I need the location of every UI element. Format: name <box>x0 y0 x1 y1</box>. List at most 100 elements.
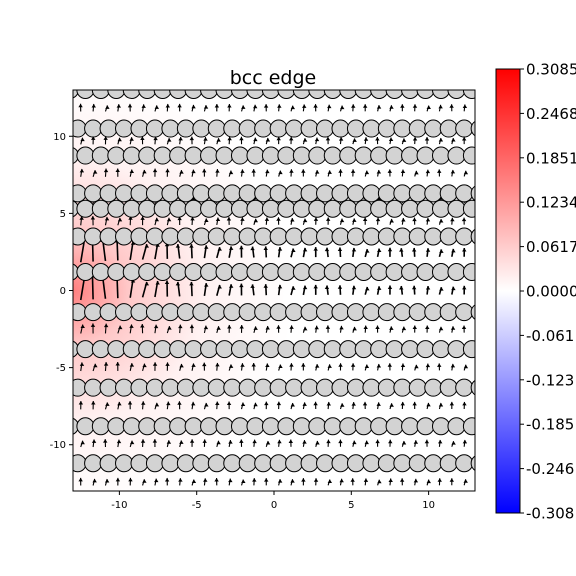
arrow-head <box>144 281 150 286</box>
atom <box>246 417 265 436</box>
atom <box>339 199 358 218</box>
atom <box>470 120 475 137</box>
atom <box>300 119 319 138</box>
arrow-head <box>290 403 295 407</box>
atom <box>424 227 443 246</box>
y-tick-label: 10 <box>53 132 66 143</box>
arrow-head <box>289 363 294 367</box>
colorbar-tick-label: -0.246 <box>526 460 574 478</box>
arrow-head <box>375 439 380 444</box>
arrow-head <box>251 169 256 173</box>
arrow-head <box>265 169 270 174</box>
arrow-head <box>462 248 467 252</box>
atom <box>99 227 118 246</box>
arrow-head <box>155 281 160 285</box>
arrow-head <box>190 216 195 221</box>
atom <box>192 454 211 473</box>
atom <box>377 303 396 322</box>
atom <box>238 119 257 138</box>
arrow-head <box>152 168 158 173</box>
atom <box>393 227 412 246</box>
arrow-head <box>239 325 244 329</box>
atom <box>439 119 458 138</box>
arrow-head <box>363 325 368 330</box>
atom <box>377 378 396 397</box>
atom <box>176 378 195 397</box>
atom <box>115 303 134 322</box>
atom <box>331 119 350 138</box>
arrow-head <box>327 104 332 109</box>
atom <box>145 184 164 203</box>
arrow-head <box>324 247 330 252</box>
arrow-head <box>339 325 344 330</box>
atom <box>462 262 475 281</box>
arrow-head <box>450 326 456 330</box>
y-tick-label: -10 <box>50 440 66 451</box>
arrow-head <box>276 401 282 406</box>
arrow-head <box>152 362 158 366</box>
atom <box>285 454 304 473</box>
arrow-head <box>189 439 195 443</box>
y-axis: 10 5 0 -5 -10 <box>50 132 73 451</box>
atom <box>76 262 95 281</box>
arrow-head <box>78 103 83 108</box>
arrow-head <box>289 325 294 329</box>
atom <box>169 417 188 436</box>
atom <box>401 417 420 436</box>
arrow-head <box>116 439 122 444</box>
atom <box>285 303 304 322</box>
arrow-head <box>290 105 296 110</box>
arrow-head <box>277 439 282 444</box>
atom <box>254 378 273 397</box>
arrow-head <box>105 105 110 109</box>
arrow-head <box>165 362 170 366</box>
arrow-head <box>251 362 256 367</box>
atom <box>431 262 450 281</box>
atom <box>91 199 110 218</box>
atom <box>215 262 234 281</box>
colorbar-tick-label: -0.308 <box>526 505 574 523</box>
colorbar-tick-label: -0.123 <box>526 371 574 389</box>
arrow-head <box>214 103 220 108</box>
atom <box>130 378 149 397</box>
arrow-head <box>166 217 172 222</box>
atom <box>393 119 412 138</box>
atom <box>408 303 427 322</box>
atom <box>122 417 141 436</box>
atom <box>424 119 443 138</box>
atom <box>308 199 327 218</box>
atom <box>207 454 226 473</box>
atom <box>308 146 327 165</box>
arrow-head <box>313 478 319 482</box>
arrow-head <box>154 478 159 483</box>
atom <box>153 199 172 218</box>
arrow-head <box>351 247 357 252</box>
atom <box>223 303 242 322</box>
arrow-head <box>425 363 431 368</box>
arrow-head <box>153 136 158 141</box>
atom <box>99 119 118 138</box>
arrow-head <box>352 218 357 222</box>
arrow-head <box>104 479 110 483</box>
arrow-head <box>276 217 281 221</box>
arrow-head <box>227 324 232 329</box>
atom <box>130 184 149 203</box>
arrow-head <box>425 217 431 222</box>
atom <box>331 454 350 473</box>
atom <box>107 199 126 218</box>
arrow-head <box>290 479 295 483</box>
atom <box>76 199 95 218</box>
arrow-head <box>140 439 146 443</box>
atom <box>401 199 420 218</box>
atom <box>385 340 404 359</box>
atom <box>130 227 149 246</box>
arrow-head <box>302 285 308 290</box>
atom <box>207 184 226 203</box>
atom <box>215 417 234 436</box>
atom <box>73 454 87 473</box>
atom <box>207 119 226 138</box>
atom <box>200 199 219 218</box>
atom <box>254 227 273 246</box>
colorbar: 0.3085 0.2468 0.1851 0.1234 0.0617 0.0000 -0.0… <box>495 61 576 523</box>
y-tick-label: -5 <box>56 363 66 374</box>
